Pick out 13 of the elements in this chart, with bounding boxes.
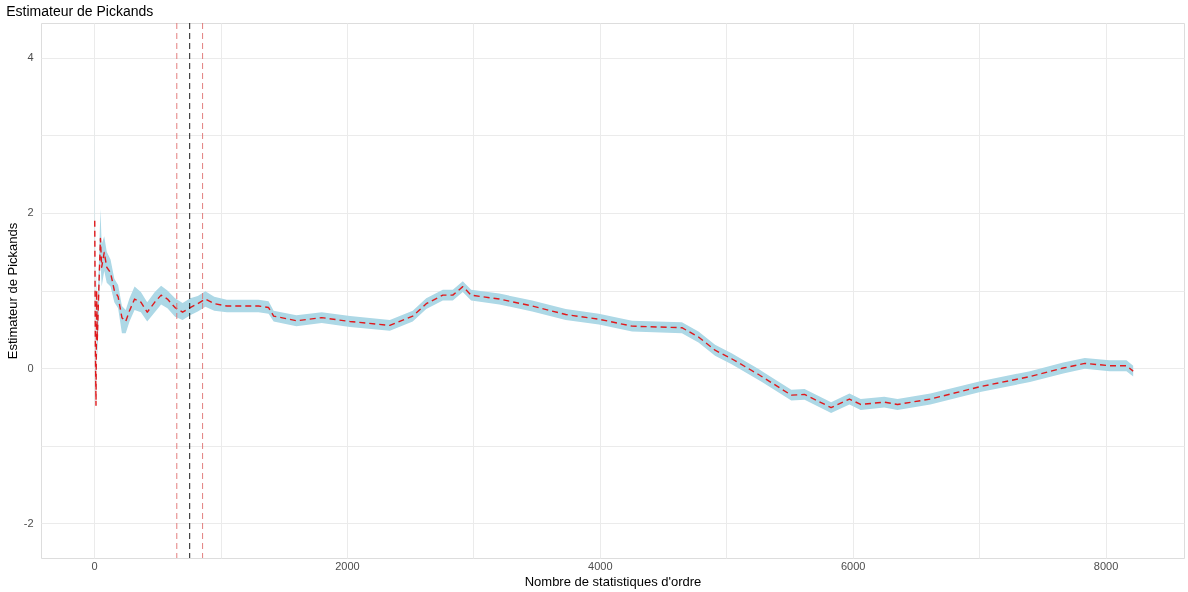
chart-title: Estimateur de Pickands — [6, 2, 154, 19]
x-tick-label: 0 — [91, 559, 98, 572]
y-tick-label: 4 — [27, 51, 34, 64]
y-axis-title: Estimateur de Pickands — [4, 222, 20, 360]
line-series — [94, 220, 1134, 409]
x-tick-label: 4000 — [588, 559, 613, 572]
x-tick-label: 8000 — [1093, 559, 1119, 572]
x-tick-label: 6000 — [840, 559, 866, 572]
y-tick-label: -2 — [23, 516, 34, 529]
y-tick-label: 0 — [27, 361, 34, 374]
x-axis-title: Nombre de statistiques d'ordre — [524, 573, 702, 589]
x-tick-label: 2000 — [335, 559, 360, 572]
y-tick-label: 2 — [27, 206, 34, 219]
